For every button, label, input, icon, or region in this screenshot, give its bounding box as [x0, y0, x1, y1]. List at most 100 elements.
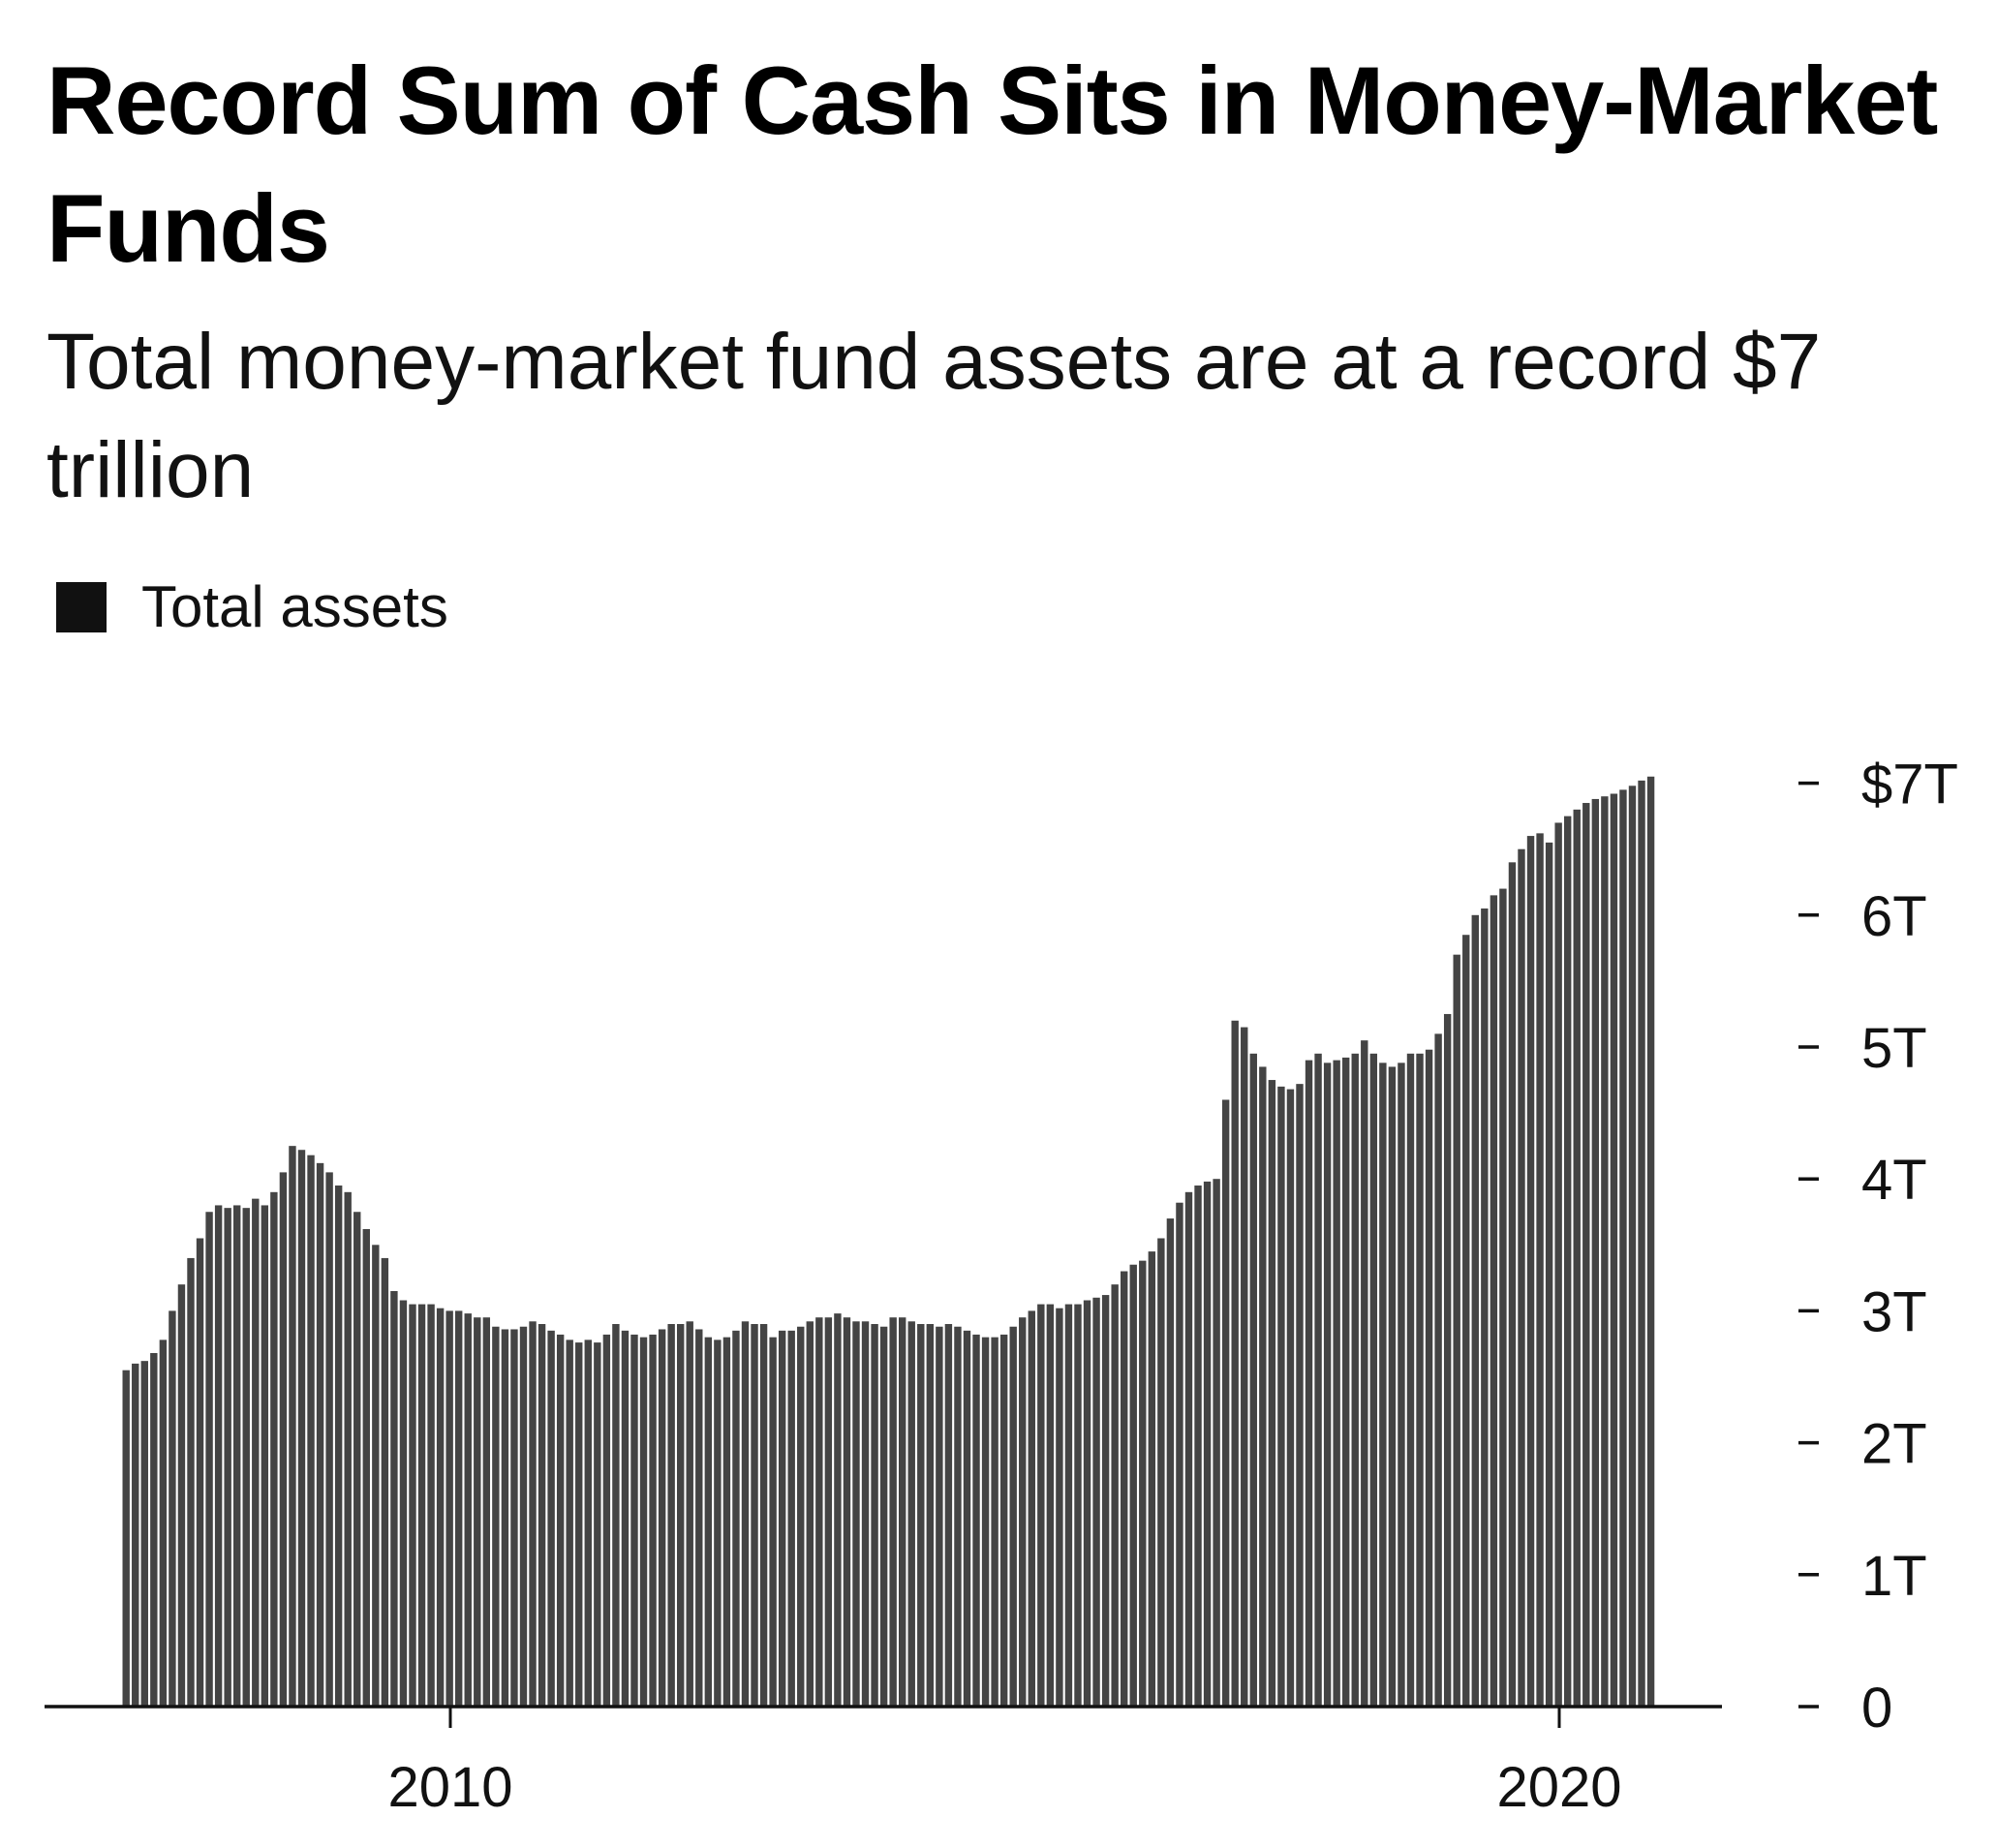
bar	[1591, 798, 1600, 1707]
bar	[1092, 1297, 1100, 1707]
bar	[1601, 796, 1609, 1707]
bar	[279, 1172, 288, 1707]
bar	[889, 1317, 897, 1707]
y-tick-label: $7T	[1861, 754, 1958, 816]
bar	[954, 1326, 962, 1707]
bar	[334, 1186, 343, 1707]
bar	[1268, 1080, 1276, 1707]
bar	[1554, 822, 1562, 1707]
bar	[1166, 1218, 1175, 1707]
bar	[630, 1334, 638, 1707]
bar	[621, 1330, 630, 1707]
bar	[815, 1317, 823, 1707]
bar	[122, 1370, 130, 1707]
bar	[1157, 1238, 1165, 1707]
bar	[1286, 1089, 1295, 1707]
bar	[159, 1340, 168, 1707]
bar	[1361, 1040, 1368, 1707]
bar	[907, 1321, 915, 1707]
bar	[1398, 1063, 1405, 1707]
bar	[1610, 793, 1618, 1707]
bar	[1564, 816, 1572, 1707]
bar	[695, 1329, 703, 1707]
bar	[482, 1317, 491, 1707]
bar	[1241, 1027, 1248, 1707]
y-tick-label: 0	[1861, 1677, 1892, 1740]
bar	[722, 1337, 731, 1707]
bar	[1416, 1053, 1424, 1707]
bar	[584, 1340, 592, 1707]
bar	[409, 1304, 416, 1707]
bar	[1074, 1304, 1082, 1707]
bar	[1379, 1063, 1387, 1707]
bar	[658, 1329, 666, 1707]
bar	[1184, 1191, 1193, 1707]
bar	[1619, 789, 1627, 1707]
bar	[1536, 833, 1544, 1707]
bar	[1231, 1020, 1239, 1707]
bar	[353, 1212, 361, 1707]
bar	[1453, 954, 1460, 1707]
bar	[944, 1324, 953, 1707]
bar	[787, 1330, 795, 1707]
bar	[1314, 1053, 1322, 1707]
bar	[1490, 895, 1498, 1707]
bar	[1425, 1049, 1433, 1707]
bar	[1259, 1066, 1267, 1707]
bar	[1582, 803, 1590, 1707]
y-tick-label: 1T	[1861, 1545, 1927, 1608]
bar	[917, 1324, 925, 1707]
bar	[1028, 1310, 1035, 1707]
bar	[1296, 1084, 1304, 1707]
bar	[325, 1172, 333, 1707]
bar	[474, 1317, 481, 1707]
bar	[1508, 862, 1517, 1707]
bar	[852, 1321, 860, 1707]
bar	[297, 1150, 306, 1707]
bar	[1443, 1013, 1452, 1707]
bar	[1101, 1295, 1110, 1707]
bar	[1221, 1099, 1230, 1707]
bar	[1083, 1300, 1091, 1707]
bar	[843, 1317, 851, 1707]
bar	[751, 1324, 758, 1707]
bar	[445, 1310, 453, 1707]
bar	[455, 1310, 463, 1707]
bar	[714, 1340, 722, 1707]
bar	[372, 1245, 380, 1707]
bar	[1121, 1271, 1128, 1707]
bar	[519, 1326, 528, 1707]
bar	[861, 1321, 870, 1707]
bar	[538, 1324, 546, 1707]
bar	[575, 1342, 583, 1707]
bar	[824, 1317, 833, 1707]
bar	[879, 1326, 888, 1707]
bar	[778, 1330, 786, 1707]
bar	[1471, 914, 1479, 1707]
bar	[936, 1326, 943, 1707]
bar	[270, 1191, 278, 1707]
bar	[1111, 1284, 1119, 1707]
bar	[547, 1330, 555, 1707]
bar	[741, 1321, 750, 1707]
bar	[639, 1337, 648, 1707]
bar	[1213, 1179, 1220, 1707]
bar	[289, 1146, 296, 1707]
y-tick-label: 3T	[1861, 1280, 1927, 1343]
bar	[649, 1334, 657, 1707]
bar	[529, 1321, 537, 1707]
bar	[1462, 935, 1470, 1707]
bar	[399, 1300, 408, 1707]
x-tick-label: 2010	[387, 1756, 512, 1819]
bar	[316, 1162, 324, 1707]
bar	[177, 1284, 186, 1707]
bar	[1277, 1086, 1285, 1707]
bar	[1406, 1053, 1415, 1707]
bar	[1176, 1202, 1183, 1707]
bar	[1009, 1326, 1017, 1707]
bar	[1305, 1060, 1313, 1707]
chart-subtitle: Total money-market fund assets are at a …	[46, 318, 1822, 514]
bar	[594, 1342, 601, 1707]
y-tick-label: 6T	[1861, 885, 1927, 948]
